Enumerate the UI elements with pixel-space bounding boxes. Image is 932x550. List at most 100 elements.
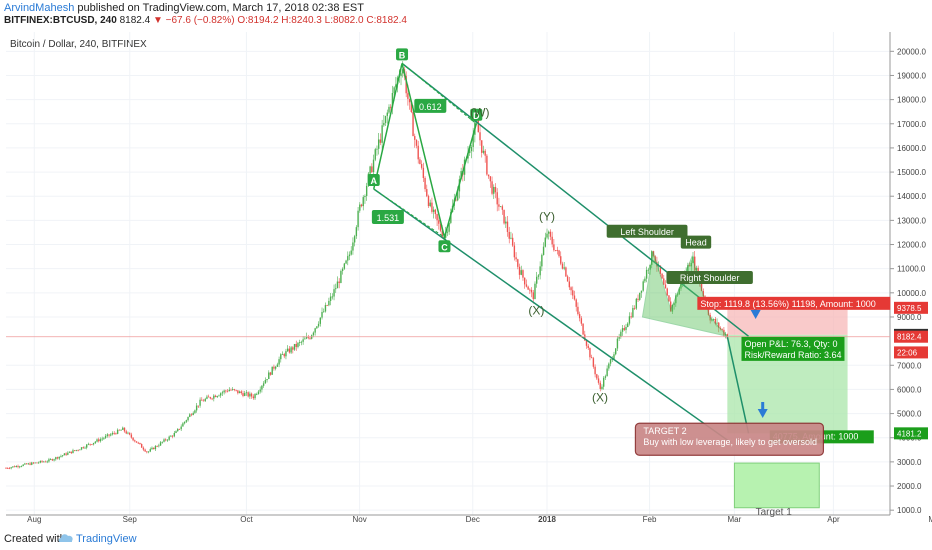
candle-body: [166, 439, 169, 441]
candle-body: [61, 455, 64, 457]
candle-body: [31, 462, 33, 465]
candle-body: [161, 441, 163, 443]
candle-body: [147, 451, 150, 453]
candle-body: [438, 220, 440, 224]
price-badge-label: 9378.5: [897, 304, 922, 313]
candle-body: [365, 185, 368, 196]
candle-body: [388, 106, 390, 113]
candle-body: [288, 348, 291, 353]
candle-body: [120, 429, 122, 431]
candle-body: [269, 372, 272, 375]
candle-body: [140, 444, 143, 448]
candle-body: [527, 286, 529, 290]
candle-body: [505, 221, 507, 224]
candle-body: [305, 336, 308, 339]
author-link[interactable]: ArvindMahesh: [4, 2, 75, 14]
candle-body: [189, 414, 191, 417]
candle-body: [207, 396, 210, 398]
y-tick-label: 7000.0: [897, 361, 922, 370]
candle-body: [407, 93, 409, 99]
candle-body: [432, 209, 435, 212]
brand-link[interactable]: TradingView: [76, 533, 137, 545]
x-tick-label: Dec: [466, 515, 480, 524]
ratio-badge: [414, 98, 447, 113]
candle-body: [632, 307, 634, 318]
candle-body: [532, 292, 534, 300]
x-tick-label: Nov: [352, 515, 366, 524]
candle-body: [491, 181, 493, 194]
candle-body: [669, 301, 672, 312]
candle-body: [633, 307, 636, 309]
candle-body: [139, 442, 141, 445]
candle-body: [312, 332, 315, 336]
candle-body: [590, 357, 593, 359]
candle-body: [601, 386, 603, 389]
y-tick-label: 19000.0: [897, 71, 926, 80]
candle-body: [82, 447, 84, 449]
candle-body: [613, 354, 615, 360]
candle-body: [73, 450, 76, 452]
candle-body: [431, 202, 433, 212]
candle-body: [75, 449, 78, 451]
candle-body: [12, 466, 14, 468]
candle-body: [604, 376, 607, 378]
candle-body: [304, 338, 306, 340]
candle-body: [221, 392, 224, 394]
candle-body: [582, 323, 584, 335]
projection-line: [726, 336, 750, 434]
price-badge: [894, 301, 928, 314]
candle-body: [96, 439, 98, 442]
symbol-name: BITFINEX:BTCUSD, 240: [4, 15, 117, 26]
candle-body: [621, 328, 624, 332]
candle-body: [412, 112, 414, 137]
candle-body: [637, 298, 639, 300]
candle-body: [694, 256, 696, 271]
candle-body: [534, 283, 536, 300]
stop-zone: [727, 307, 848, 335]
candle-body: [122, 427, 124, 430]
candle-body: [232, 389, 234, 391]
candle-body: [333, 289, 335, 297]
x-tick-label: Apr: [827, 515, 840, 524]
candle-body: [237, 390, 239, 394]
candle-body: [635, 298, 638, 309]
candle-body: [628, 316, 631, 324]
candle-body: [580, 318, 583, 324]
xabcd-diagonal: [401, 63, 477, 125]
candle-body: [343, 263, 346, 269]
candle-body: [292, 347, 294, 350]
candle-body: [489, 176, 492, 182]
candle-body: [55, 457, 57, 460]
candle-body: [180, 426, 182, 430]
candle-body: [355, 227, 358, 237]
candle-body: [278, 359, 280, 365]
candle-body: [362, 197, 364, 207]
candle-body: [283, 354, 285, 357]
candle-body: [647, 269, 650, 271]
candle-body: [609, 359, 612, 364]
candle-body: [134, 440, 136, 442]
wave-label: (Y): [539, 209, 555, 223]
publish-info: ArvindMahesh published on TradingView.co…: [4, 2, 364, 14]
candle-body: [92, 442, 95, 445]
candle-body: [544, 237, 546, 247]
candle-body: [376, 148, 378, 150]
candle-body: [213, 395, 215, 399]
candle-body: [549, 231, 552, 237]
wave-label: (X): [528, 304, 544, 318]
candle-body: [503, 209, 505, 224]
candle-body: [316, 326, 318, 329]
candle-body: [326, 305, 328, 306]
candle-body: [340, 270, 342, 283]
candle-body: [290, 347, 292, 353]
candle-body: [202, 400, 205, 402]
candle-body: [328, 300, 330, 306]
candle-body: [523, 277, 526, 285]
candle-body: [249, 393, 251, 397]
candle-body: [142, 447, 145, 450]
candle-body: [718, 322, 720, 328]
candle-body: [364, 195, 366, 198]
price-badge-label: 4181.2: [897, 429, 922, 438]
candle-body: [572, 290, 574, 296]
